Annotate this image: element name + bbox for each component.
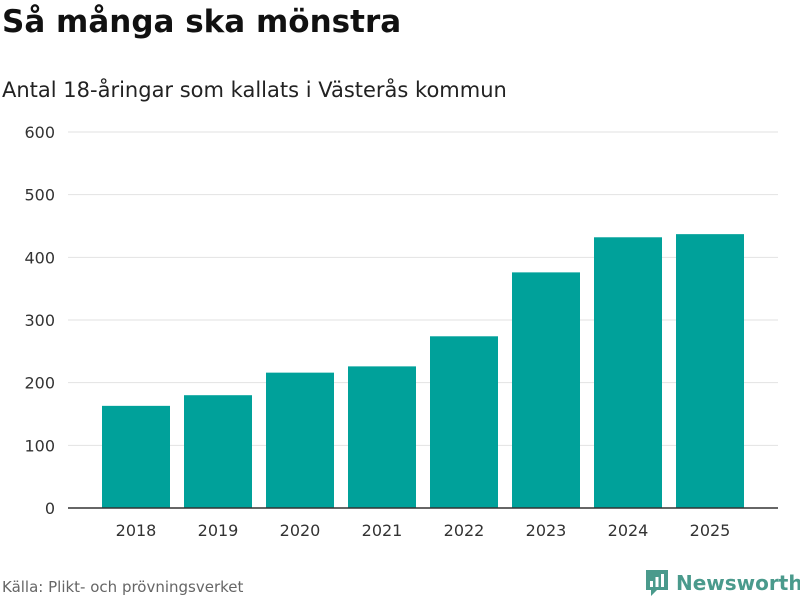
y-tick-label: 600 — [24, 123, 55, 142]
bar-2020 — [266, 372, 334, 508]
bar-2024 — [594, 237, 662, 508]
y-tick-label: 300 — [24, 311, 55, 330]
bar-2023 — [512, 272, 580, 508]
bar-chart: 0 100 200 300 400 500 600 2018 2019 2020 2021 2022… — [24, 123, 778, 540]
bars — [102, 234, 744, 508]
y-tick-label: 200 — [24, 374, 55, 393]
x-tick-label: 2020 — [280, 521, 321, 540]
x-tick-label: 2024 — [608, 521, 649, 540]
gridlines — [68, 131, 778, 446]
bar-2021 — [348, 366, 416, 508]
y-tick-labels: 0 100 200 300 400 500 600 — [24, 123, 55, 518]
newsworthy-logo-icon — [646, 570, 668, 596]
y-tick-label: 100 — [24, 436, 55, 455]
bar-2019 — [184, 395, 252, 508]
x-tick-label: 2025 — [690, 521, 731, 540]
x-tick-label: 2018 — [116, 521, 157, 540]
y-tick-label: 400 — [24, 248, 55, 267]
y-tick-label: 0 — [45, 499, 55, 518]
x-tick-labels: 2018 2019 2020 2021 2022 2023 2024 2025 — [116, 521, 731, 540]
chart-subtitle: Antal 18-åringar som kallats i Västerås … — [2, 78, 507, 102]
x-tick-label: 2023 — [526, 521, 567, 540]
bar-2025 — [676, 234, 744, 508]
x-tick-label: 2019 — [198, 521, 239, 540]
source-note: Källa: Plikt- och prövningsverket — [2, 578, 244, 596]
brand-logo: Newsworthy — [644, 568, 800, 598]
brand-name: Newsworthy — [676, 571, 800, 595]
bar-2018 — [102, 405, 170, 508]
x-tick-label: 2021 — [362, 521, 403, 540]
chart-title: Så många ska mönstra — [2, 4, 402, 40]
x-tick-label: 2022 — [444, 521, 485, 540]
bar-2022 — [430, 336, 498, 508]
y-tick-label: 500 — [24, 186, 55, 205]
